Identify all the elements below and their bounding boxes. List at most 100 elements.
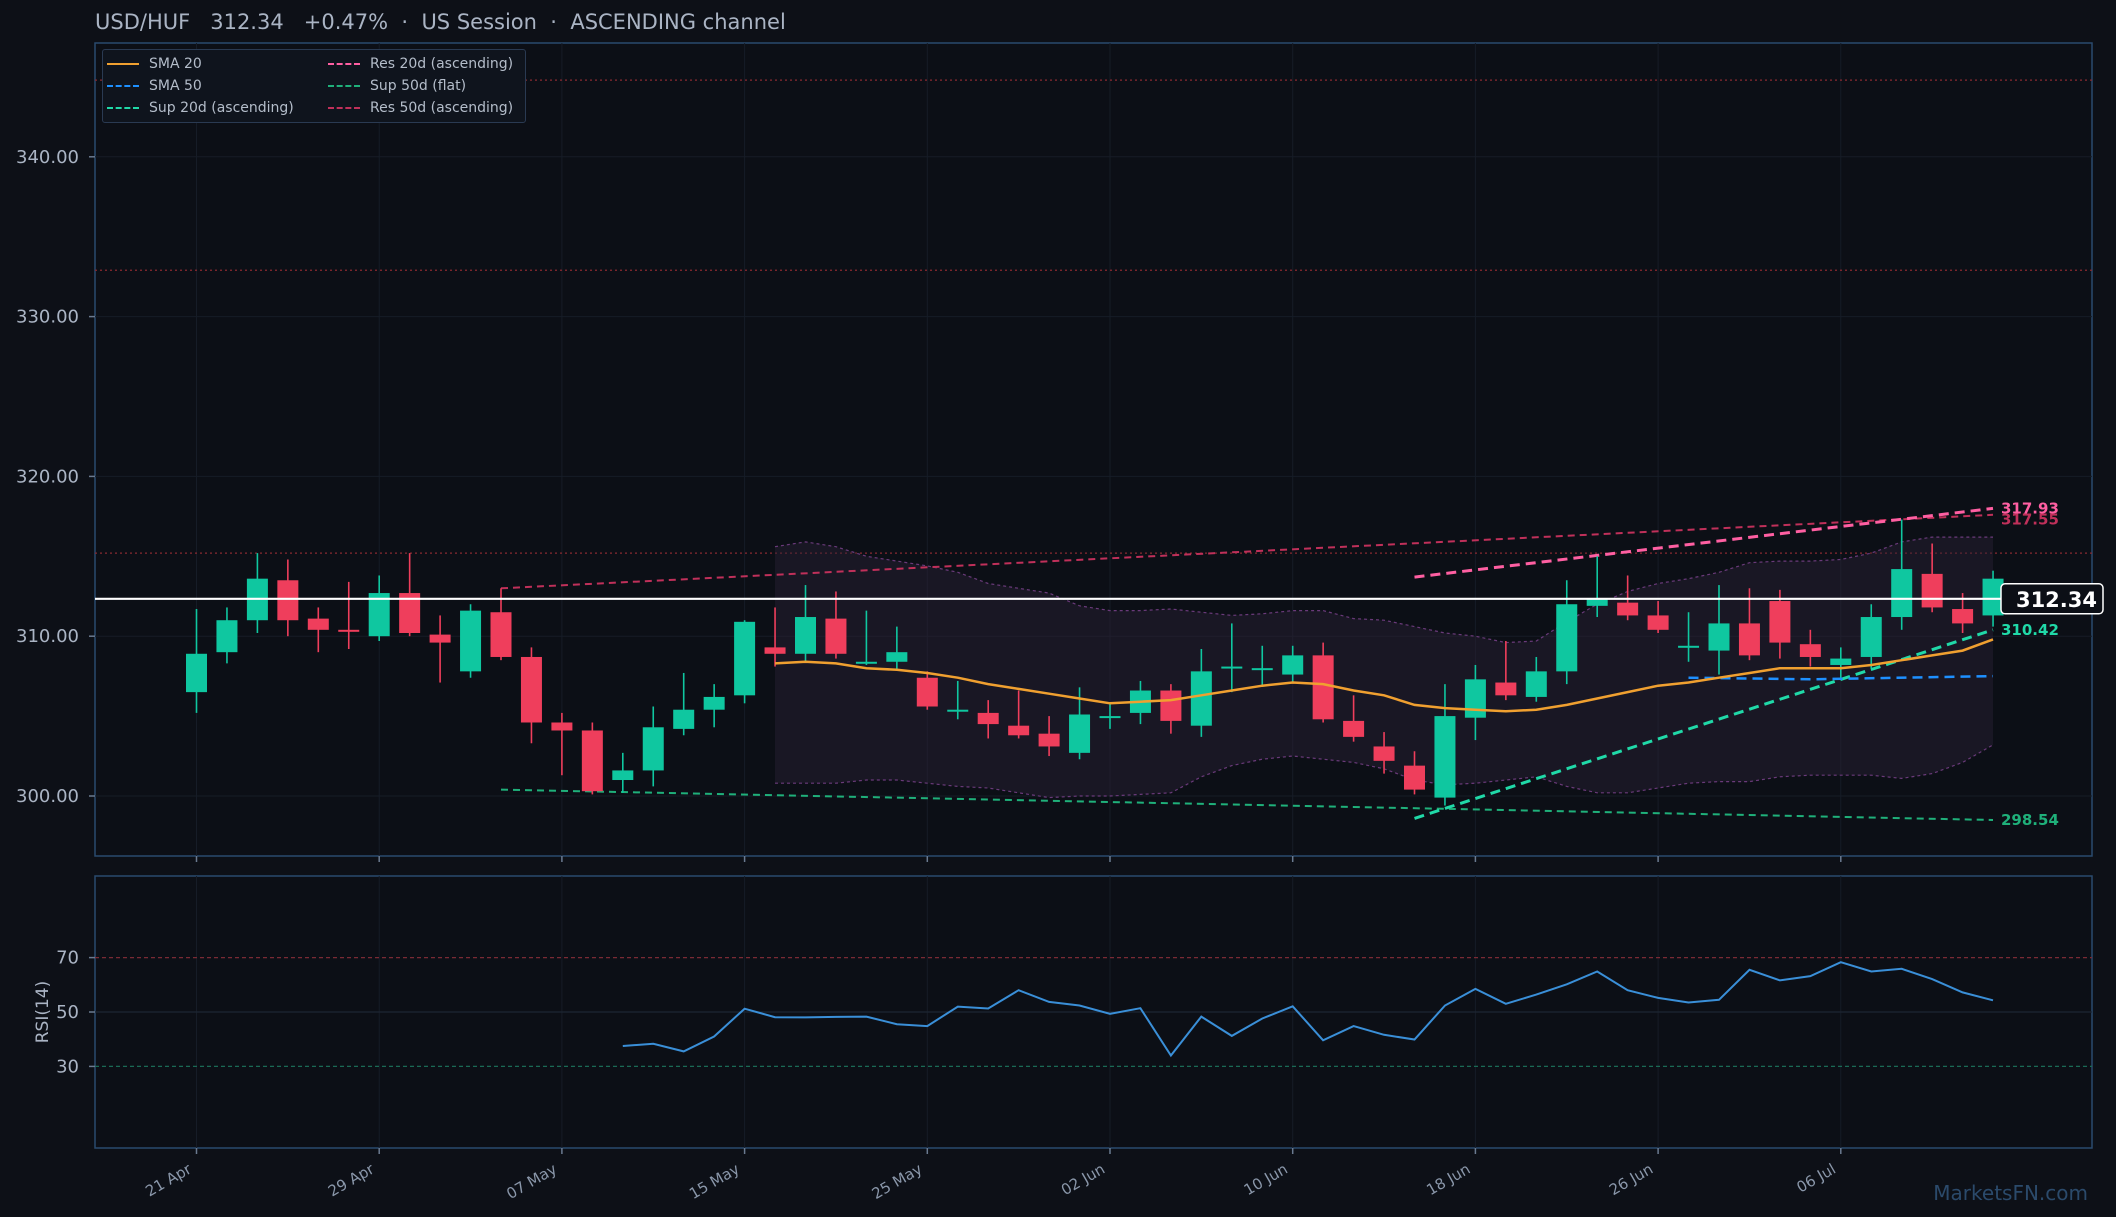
- candle: [1891, 519, 1913, 630]
- candle-body: [1525, 671, 1547, 697]
- x-tick-label: 29 Apr: [325, 1159, 378, 1200]
- legend-swatch: [328, 85, 360, 87]
- x-tick-label: 07 May: [503, 1160, 560, 1203]
- legend-label: Res 50d (ascending): [370, 100, 514, 116]
- candle-body: [1708, 623, 1730, 651]
- candle-body: [1160, 690, 1182, 721]
- legend-item: Sup 20d (ascending): [107, 98, 294, 118]
- candle: [1008, 690, 1030, 739]
- watermark: MarketsFN.com: [1933, 1181, 2088, 1205]
- x-tick-label: 02 Jun: [1058, 1160, 1108, 1199]
- candle-body: [1251, 668, 1273, 671]
- candle-body: [886, 652, 908, 662]
- candle: [490, 588, 512, 661]
- candle-body: [1982, 578, 2004, 616]
- x-tick-label: 15 May: [686, 1160, 743, 1203]
- candle-body: [1586, 599, 1608, 606]
- y-tick-label: 310.00: [16, 626, 79, 647]
- x-tick-label: 21 Apr: [142, 1159, 195, 1200]
- candle: [825, 591, 847, 659]
- session: US Session: [421, 10, 537, 34]
- candle-body: [1617, 602, 1639, 616]
- legend-swatch: [107, 63, 139, 65]
- candle: [703, 684, 725, 728]
- candle-body: [673, 709, 695, 729]
- candle-body: [1190, 671, 1212, 726]
- candle: [977, 700, 999, 739]
- candle: [520, 647, 542, 744]
- channel: ASCENDING channel: [570, 10, 786, 34]
- chart-header: USD/HUF 312.34 +0.47% · US Session · ASC…: [95, 10, 786, 34]
- res50-line: [500, 513, 1994, 590]
- candle: [1099, 703, 1121, 729]
- candle: [612, 752, 634, 793]
- candle-body: [1099, 716, 1121, 719]
- candle: [186, 609, 207, 713]
- candle-body: [460, 610, 482, 672]
- candle-body: [1373, 746, 1395, 761]
- candle-body: [186, 653, 207, 693]
- candle-body: [216, 620, 238, 653]
- candle-body: [368, 593, 390, 637]
- candle-body: [1860, 617, 1882, 657]
- candle: [673, 672, 695, 736]
- x-tick-label: 10 Jun: [1241, 1160, 1291, 1199]
- candle-body: [1404, 765, 1425, 790]
- price: 312.34: [210, 10, 284, 34]
- candle: [1312, 642, 1334, 723]
- sma20-line: [774, 638, 1994, 713]
- change: +0.47%: [303, 10, 389, 34]
- price-tag: 317.55: [2001, 511, 2059, 529]
- candle-body: [1008, 725, 1030, 736]
- legend-item: Res 50d (ascending): [328, 98, 513, 118]
- legend-label: Res 20d (ascending): [370, 56, 514, 72]
- candle-body: [338, 629, 360, 632]
- candle-body: [977, 712, 999, 725]
- candle: [1678, 612, 1700, 662]
- legend: SMA 20 Res 20d (ascending) SMA 50 Sup 50d (…: [102, 49, 526, 123]
- candle: [1038, 716, 1060, 757]
- candle: [551, 712, 573, 776]
- candle-body: [1038, 733, 1060, 747]
- candle: [1708, 585, 1730, 675]
- candle: [1495, 640, 1517, 701]
- candle-body: [277, 580, 299, 621]
- legend-swatch: [328, 63, 360, 65]
- candle-body: [916, 677, 938, 707]
- candle-body: [399, 593, 421, 634]
- candle-body: [1343, 720, 1365, 737]
- candle-body: [612, 770, 634, 781]
- candle: [1586, 556, 1608, 618]
- rsi-tick-label: 30: [56, 1056, 79, 1077]
- candle-body: [551, 722, 573, 731]
- candle-body: [1495, 682, 1517, 696]
- candle-body: [429, 634, 451, 643]
- candle-body: [1952, 609, 1974, 624]
- candle-body: [307, 618, 329, 630]
- candle: [1769, 589, 1791, 659]
- candle-body: [642, 727, 664, 771]
- candle: [764, 607, 786, 667]
- candle: [855, 610, 877, 665]
- candle: [642, 706, 664, 787]
- candle: [1464, 664, 1486, 741]
- candle-body: [795, 617, 816, 654]
- res20-line: [1414, 506, 1994, 579]
- candle: [1251, 645, 1273, 686]
- candle: [1799, 629, 1821, 667]
- candle-body: [1678, 645, 1700, 648]
- rsi-line: [622, 961, 1994, 1058]
- last-price-label: 312.34: [2016, 588, 2097, 612]
- x-tick-label: 06 Jul: [1793, 1160, 1838, 1197]
- candle-body: [1282, 655, 1304, 675]
- candle: [307, 607, 329, 653]
- candle-body: [1647, 615, 1669, 630]
- candle: [429, 615, 451, 683]
- candle-body: [947, 709, 969, 712]
- legend-label: Sup 20d (ascending): [149, 100, 294, 116]
- candle-body: [490, 612, 512, 657]
- legend-item: Res 20d (ascending): [328, 54, 513, 74]
- candle-body: [520, 656, 542, 723]
- candle: [1556, 580, 1578, 685]
- sup20-line: [1414, 628, 1994, 820]
